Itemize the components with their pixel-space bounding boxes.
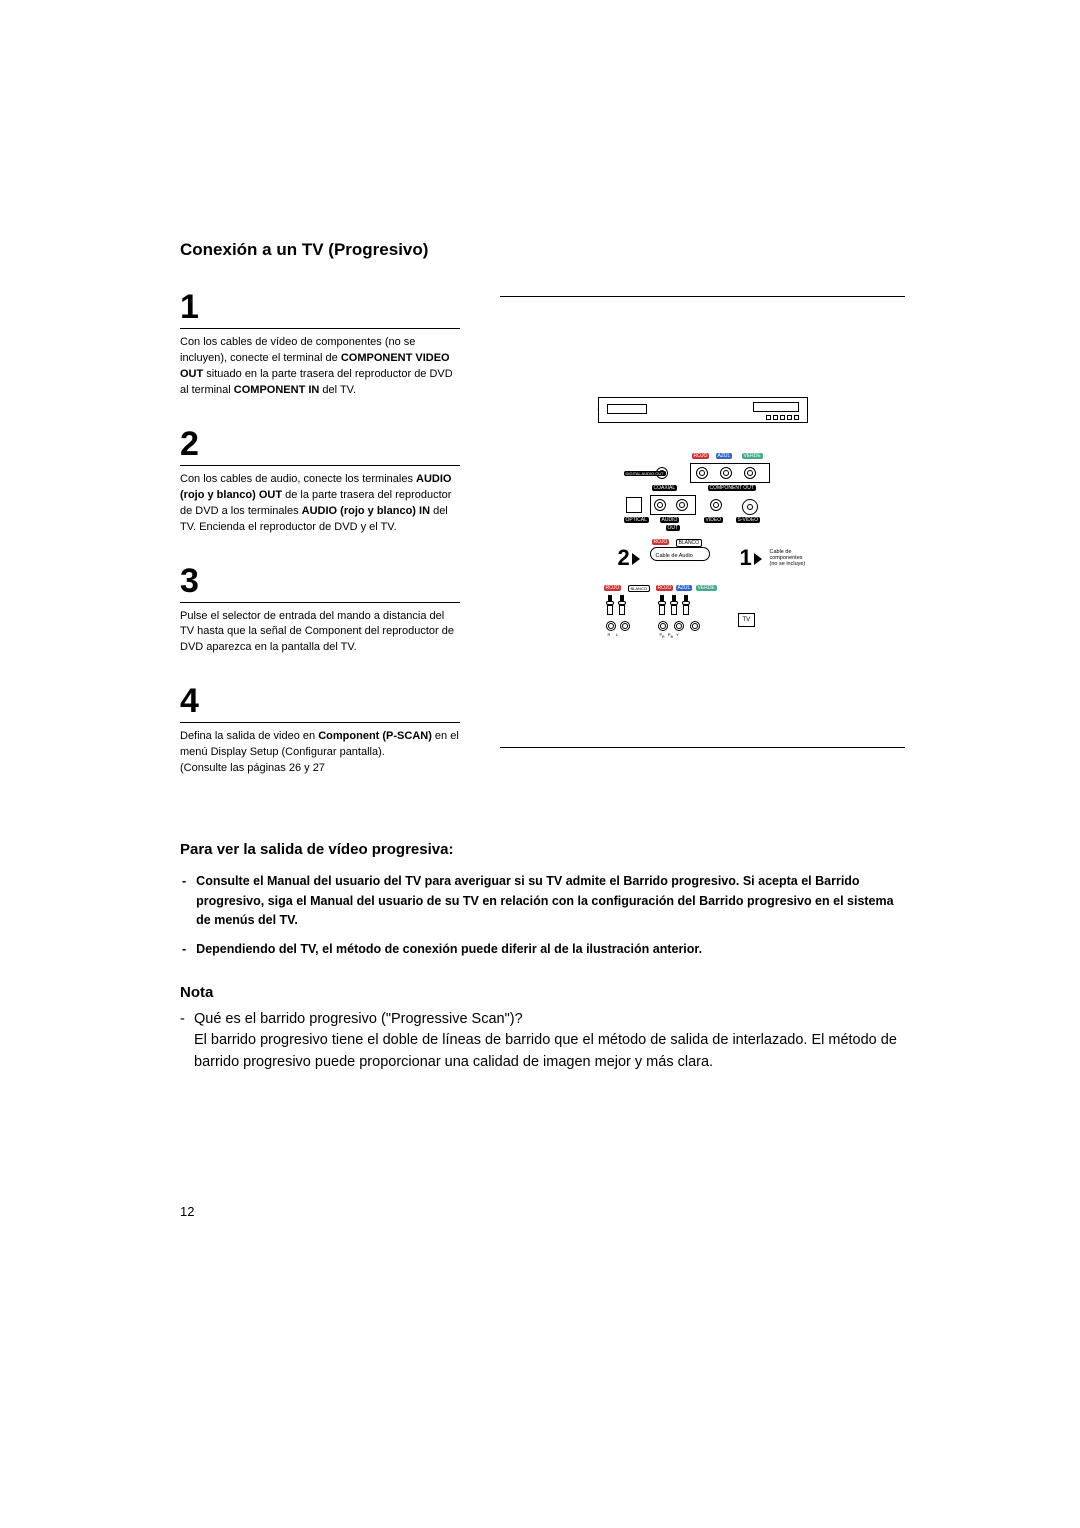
step-number: 4 bbox=[180, 684, 460, 718]
jack-pb bbox=[720, 467, 732, 479]
page-number: 12 bbox=[180, 1204, 905, 1219]
jack-y bbox=[744, 467, 756, 479]
component-plugs bbox=[658, 595, 690, 615]
label-coaxial: COAXIAL bbox=[652, 485, 678, 491]
step-rule bbox=[180, 602, 460, 603]
diagram-column: ROJO AZUL VERDE DIGITAL AUDIO OUT COAXIA… bbox=[500, 290, 905, 805]
diagram-bottom-rule bbox=[500, 747, 905, 748]
label-audio: AUDIO bbox=[660, 517, 680, 523]
step-number: 2 bbox=[180, 427, 460, 461]
step-rule bbox=[180, 722, 460, 723]
jack-video bbox=[710, 499, 722, 511]
jack-audio-l bbox=[654, 499, 666, 511]
dvd-rear-panel: ROJO AZUL VERDE DIGITAL AUDIO OUT COAXIA… bbox=[630, 455, 778, 533]
label-rojo-2: ROJO bbox=[652, 539, 670, 545]
step-rule bbox=[180, 328, 460, 329]
jack-pr bbox=[696, 467, 708, 479]
callout-1: 1 bbox=[740, 545, 762, 571]
step-3: 3 Pulse el selector de entrada del mando… bbox=[180, 564, 460, 657]
label-component-out: COMPONENT OUT bbox=[708, 485, 756, 491]
label-verde: VERDE bbox=[742, 453, 763, 459]
dvd-player-front bbox=[598, 397, 808, 423]
connection-diagram: ROJO AZUL VERDE DIGITAL AUDIO OUT COAXIA… bbox=[598, 397, 808, 657]
label-cable-component: Cable de componentes (no se incluye) bbox=[770, 549, 810, 567]
label-rojo-4: ROJO bbox=[656, 585, 674, 591]
bullet-item: Consulte el Manual del usuario del TV pa… bbox=[180, 872, 905, 930]
label-rojo-3: ROJO bbox=[604, 585, 622, 591]
tv-pr bbox=[658, 621, 668, 631]
bullet-list: Consulte el Manual del usuario del TV pa… bbox=[180, 872, 905, 960]
step-number: 3 bbox=[180, 564, 460, 598]
section-title: Conexión a un TV (Progresivo) bbox=[180, 240, 905, 260]
callout-2: 2 bbox=[618, 545, 640, 571]
step-2: 2 Con los cables de audio, conecte los t… bbox=[180, 427, 460, 536]
nota-heading: Nota bbox=[180, 984, 905, 1001]
tv-y bbox=[690, 621, 700, 631]
step-text: Defina la salida de video en Component (… bbox=[180, 729, 460, 777]
label-optical: OPTICAL bbox=[624, 517, 649, 523]
label-blanco: BLANCO bbox=[676, 539, 703, 547]
step-rule bbox=[180, 465, 460, 466]
jack-audio-r bbox=[676, 499, 688, 511]
label-svideo: S-VIDEO bbox=[736, 517, 761, 523]
label-blanco-2: BLANCO bbox=[628, 585, 650, 592]
tv-pb bbox=[674, 621, 684, 631]
steps-column: 1 Con los cables de vídeo de componentes… bbox=[180, 290, 460, 805]
label-rojo: ROJO bbox=[692, 453, 710, 459]
tv-audio-r bbox=[606, 621, 616, 631]
diagram-top-rule bbox=[500, 296, 905, 297]
audio-plugs bbox=[606, 595, 626, 615]
label-verde-2: VERDE bbox=[696, 585, 717, 591]
label-video: VIDEO bbox=[704, 517, 724, 523]
step-text: Con los cables de vídeo de componentes (… bbox=[180, 335, 460, 399]
step-text: Con los cables de audio, conecte los ter… bbox=[180, 472, 460, 536]
jack-svideo bbox=[742, 499, 758, 515]
subsection-title: Para ver la salida de vídeo progresiva: bbox=[180, 841, 905, 858]
label-azul: AZUL bbox=[716, 453, 733, 459]
step-1: 1 Con los cables de vídeo de componentes… bbox=[180, 290, 460, 399]
step-4: 4 Defina la salida de video en Component… bbox=[180, 684, 460, 777]
bullet-item: Dependiendo del TV, el método de conexió… bbox=[180, 940, 905, 959]
tv-audio-l bbox=[620, 621, 630, 631]
label-out: OUT bbox=[666, 525, 681, 531]
nota-body: -Qué es el barrido progresivo ("Progress… bbox=[180, 1009, 905, 1074]
step-text: Pulse el selector de entrada del mando a… bbox=[180, 609, 460, 657]
label-digital-audio: DIGITAL AUDIO OUT bbox=[624, 471, 666, 476]
jack-optical bbox=[626, 497, 642, 513]
tv-box: TV bbox=[738, 613, 756, 627]
label-azul-2: AZUL bbox=[676, 585, 693, 591]
step-number: 1 bbox=[180, 290, 460, 324]
